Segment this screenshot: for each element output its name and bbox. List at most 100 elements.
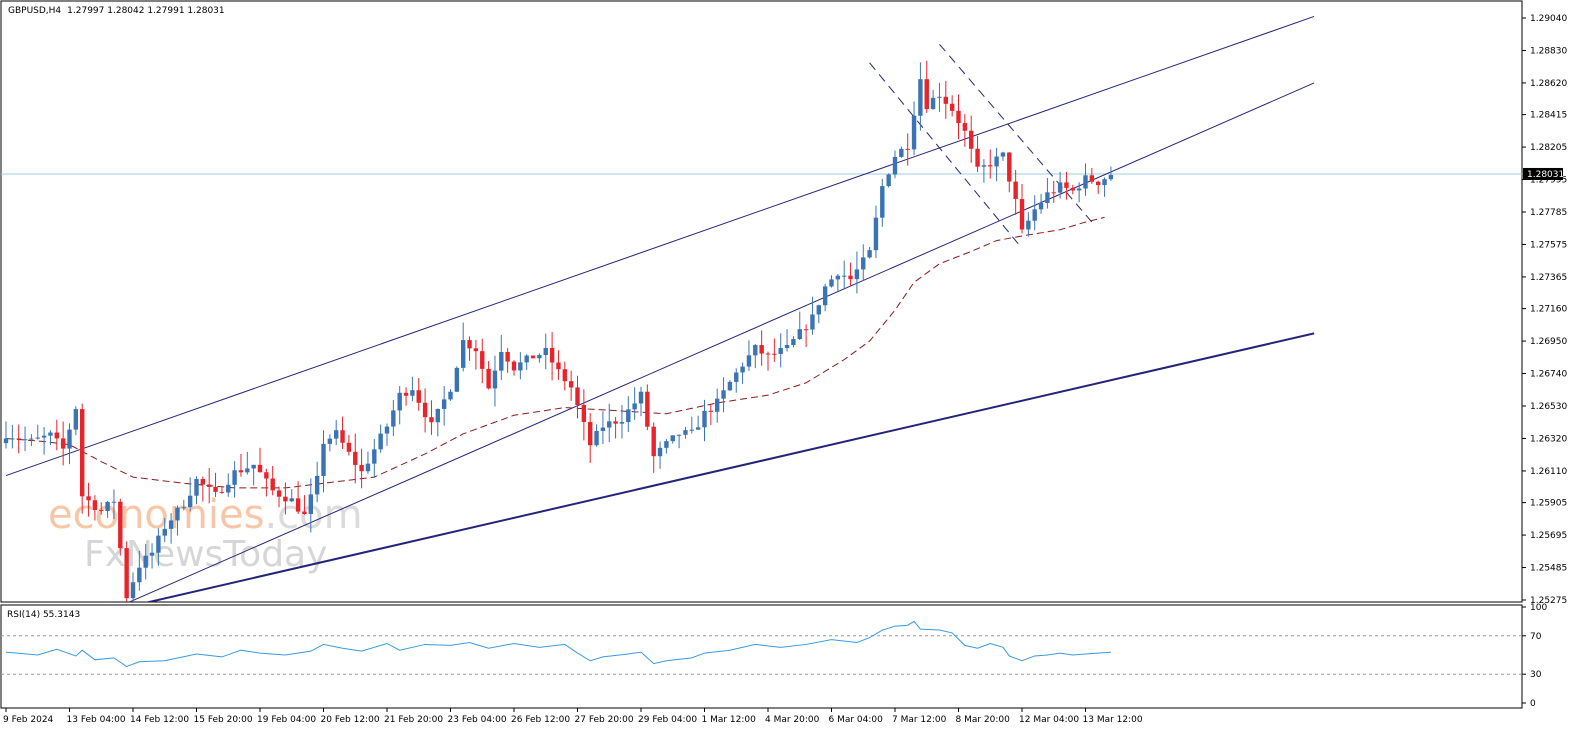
candle-body — [1083, 175, 1088, 189]
candle — [854, 251, 860, 294]
candle — [734, 368, 739, 393]
candle — [715, 388, 720, 423]
candle-body — [594, 430, 599, 446]
candle — [1019, 183, 1025, 234]
candle — [867, 246, 872, 259]
rsi-plot — [1, 620, 1522, 675]
candle — [873, 205, 879, 259]
candle-body — [562, 369, 567, 382]
candle-body — [886, 174, 891, 187]
time-tick-label: 27 Feb 20:00 — [575, 715, 634, 725]
candle-body — [861, 257, 866, 270]
candle — [353, 433, 358, 484]
candle — [1051, 180, 1056, 203]
candle — [765, 351, 771, 371]
time-tick-label: 14 Feb 12:00 — [130, 715, 189, 725]
current-price-badge — [1523, 167, 1563, 180]
candle-body — [657, 447, 663, 457]
candle — [784, 329, 790, 352]
candle-body — [448, 391, 453, 400]
candle — [111, 489, 117, 520]
candle — [753, 344, 758, 369]
candle — [181, 499, 186, 511]
candle-body — [835, 275, 841, 280]
price-tick-label: 1.26740 — [1530, 370, 1567, 380]
candle — [1108, 166, 1114, 181]
main-plot-frame — [0, 0, 1523, 603]
candle — [245, 451, 250, 475]
candle-body — [486, 368, 491, 389]
candle — [949, 95, 955, 117]
candle-body — [346, 442, 352, 452]
candle — [899, 146, 904, 158]
candle-body — [492, 370, 498, 389]
candle-body — [384, 426, 390, 434]
candle-body — [1102, 179, 1107, 186]
candle-body — [708, 410, 714, 412]
candle-body — [162, 528, 167, 536]
candle — [41, 427, 47, 455]
candle — [956, 94, 961, 140]
candle-body — [10, 438, 15, 440]
candle — [156, 528, 161, 566]
candle — [435, 408, 440, 437]
candle-body — [772, 353, 777, 355]
candle — [937, 82, 942, 112]
candle-body — [80, 409, 85, 497]
candle — [772, 338, 777, 362]
candle-body — [1019, 199, 1025, 230]
candle-body — [105, 501, 110, 512]
candle-body — [245, 468, 250, 473]
candle — [226, 473, 231, 497]
candle — [835, 274, 841, 292]
candle-body — [321, 443, 326, 476]
candle-body — [924, 79, 929, 110]
candle-body — [181, 507, 186, 509]
candle-body — [213, 486, 218, 492]
candle-body — [1089, 175, 1095, 182]
candle-body — [149, 552, 155, 556]
candle-body — [505, 352, 510, 362]
candle-body — [130, 582, 136, 599]
candle-body — [670, 435, 675, 442]
candle-body — [251, 464, 256, 469]
candle-body — [613, 421, 618, 424]
candle-body — [676, 434, 682, 436]
price-plot — [1, 15, 1522, 602]
candle-body — [734, 372, 739, 382]
candle-body — [435, 408, 440, 423]
candle — [67, 423, 72, 465]
time-tick-label: 19 Feb 04:00 — [257, 715, 316, 725]
candle — [454, 366, 460, 392]
candle — [340, 416, 345, 449]
candle — [416, 377, 421, 411]
candle — [619, 405, 625, 439]
candle-body — [511, 361, 517, 371]
candle — [1007, 152, 1012, 193]
price-tick-label: 1.27785 — [1530, 208, 1567, 218]
candle-body — [1026, 220, 1031, 230]
candle — [632, 387, 637, 420]
time-tick-label: 15 Feb 20:00 — [194, 715, 253, 725]
candle-body — [1108, 175, 1114, 180]
candle-body — [60, 438, 66, 449]
rsi-plot-frame — [0, 604, 1523, 709]
candle — [562, 361, 567, 391]
watermark-line1-suffix: .com — [264, 492, 362, 538]
price-tick-label: 1.27995 — [1530, 176, 1567, 186]
candle — [397, 386, 402, 425]
candle — [930, 89, 936, 110]
candle — [162, 517, 167, 543]
candle-body — [937, 96, 942, 98]
candle-body — [308, 494, 313, 515]
rsi-tick-label: 70 — [1530, 632, 1542, 642]
candle-body — [156, 535, 161, 553]
candle — [816, 304, 821, 324]
candle — [22, 426, 28, 452]
candle-body — [314, 475, 320, 495]
candle — [194, 476, 199, 505]
candle — [1070, 184, 1075, 195]
candle — [283, 482, 288, 515]
candle-body — [1076, 188, 1082, 191]
